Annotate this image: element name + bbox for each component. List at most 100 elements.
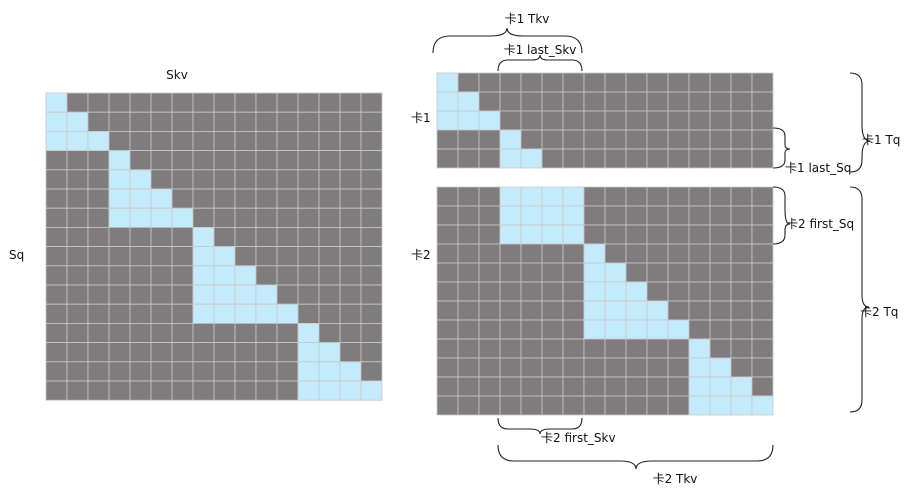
card2-masked-cell [730,224,753,245]
card2-masked-cell [583,357,606,378]
left-masked-cell [234,130,257,151]
card2-masked-cell [751,205,774,226]
card1-masked-cell [562,91,585,112]
card2-masked-cell [709,186,732,207]
card1-masked-cell [478,72,501,93]
left-masked-cell [339,130,362,151]
left-masked-cell [108,303,131,324]
left-masked-cell [276,92,299,113]
card1-visible-cell [520,148,543,169]
card2-visible-cell [625,281,648,302]
left-masked-cell [87,169,110,190]
card2-masked-cell [709,300,732,321]
left-masked-cell [276,130,299,151]
card1-masked-cell [562,129,585,150]
card2-masked-cell [499,262,522,283]
left-masked-cell [87,226,110,247]
card1-last-sq-brace [772,127,791,169]
card2-masked-cell [478,281,501,302]
card2-visible-cell [646,319,669,340]
card2-visible-cell [730,376,753,397]
left-masked-cell [318,265,341,286]
left-visible-cell [150,188,173,209]
left-masked-cell [66,265,89,286]
card2-masked-cell [730,243,753,264]
left-masked-cell [255,188,278,209]
card2-masked-cell [751,224,774,245]
card2-masked-cell [604,243,627,264]
card1-visible-cell [478,110,501,131]
left-masked-cell [108,226,131,247]
left-masked-cell [150,130,173,151]
card2-masked-cell [478,319,501,340]
card2-visible-cell [499,224,522,245]
left-masked-cell [45,169,68,190]
card1-masked-cell [646,129,669,150]
card1-masked-cell [562,72,585,93]
card2-masked-cell [457,338,480,359]
left-masked-cell [339,226,362,247]
left-masked-cell [234,342,257,363]
card2-visible-cell [562,205,585,226]
left-masked-cell [192,111,215,132]
left-masked-cell [276,265,299,286]
card1-mask-block [436,72,774,169]
card2-masked-cell [499,319,522,340]
left-masked-cell [129,303,152,324]
left-masked-cell [360,361,383,382]
card1-masked-cell [520,91,543,112]
left-masked-cell [66,303,89,324]
card2-masked-cell [562,376,585,397]
left-masked-cell [66,92,89,113]
left-masked-cell [297,111,320,132]
left-masked-cell [297,265,320,286]
card2-masked-cell [709,319,732,340]
left-visible-cell [171,207,194,228]
left-masked-cell [87,188,110,209]
card2-tq-label: 卡2 Tq [860,305,898,319]
left-masked-cell [87,361,110,382]
left-masked-cell [192,342,215,363]
left-masked-cell [171,265,194,286]
left-masked-cell [45,246,68,267]
card2-masked-cell [436,338,459,359]
card2-masked-cell [625,186,648,207]
left-masked-cell [234,207,257,228]
left-visible-cell [234,284,257,305]
card2-masked-cell [562,300,585,321]
card1-masked-cell [478,91,501,112]
card2-masked-cell [436,376,459,397]
left-masked-cell [339,92,362,113]
left-visible-cell [318,342,341,363]
card2-masked-cell [457,205,480,226]
card1-masked-cell [604,91,627,112]
card1-masked-cell [625,110,648,131]
card2-masked-cell [688,205,711,226]
card2-masked-cell [436,300,459,321]
card1-tq-brace [849,72,871,173]
left-masked-cell [171,361,194,382]
skv-axis-label: Skv [166,68,188,82]
card2-masked-cell [604,376,627,397]
card1-visible-cell [499,148,522,169]
left-masked-cell [45,322,68,343]
left-masked-cell [108,265,131,286]
card2-visible-cell [604,262,627,283]
card2-masked-cell [562,243,585,264]
card2-visible-cell [520,205,543,226]
card2-masked-cell [478,262,501,283]
left-masked-cell [108,380,131,401]
card2-visible-cell [604,300,627,321]
left-masked-cell [318,150,341,171]
card1-masked-cell [604,110,627,131]
card2-masked-cell [709,281,732,302]
left-masked-cell [255,130,278,151]
card2-masked-cell [688,281,711,302]
left-masked-cell [297,130,320,151]
card1-masked-cell [688,72,711,93]
card2-masked-cell [499,281,522,302]
left-masked-cell [318,207,341,228]
card1-masked-cell [541,91,564,112]
card2-masked-cell [604,205,627,226]
card1-masked-cell [646,72,669,93]
